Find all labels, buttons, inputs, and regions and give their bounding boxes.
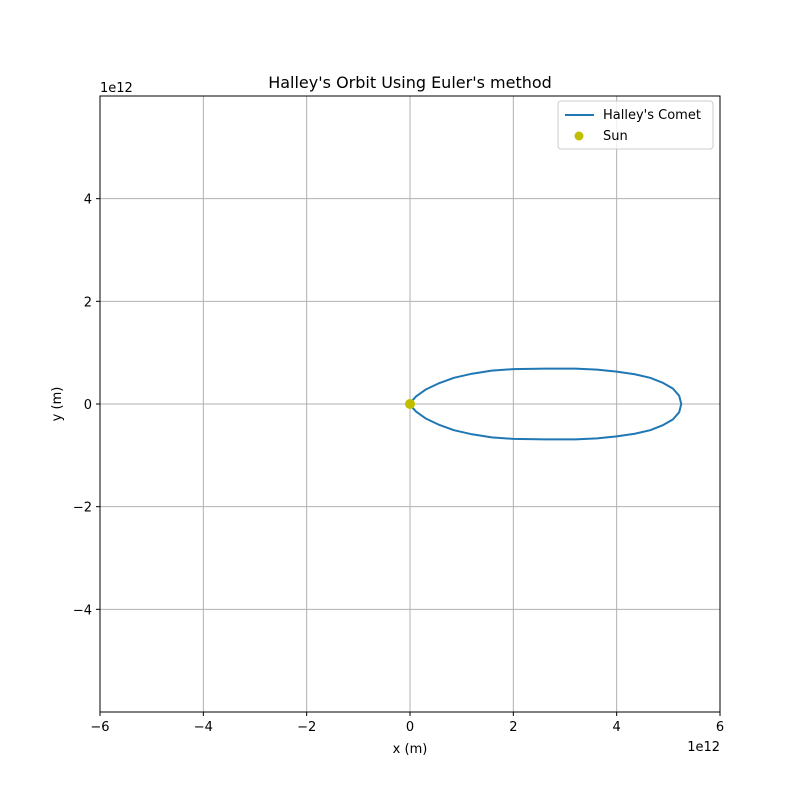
x-tick-label: −6 [90,720,109,735]
legend-label-comet: Halley's Comet [603,108,701,123]
legend: Halley's Comet Sun [557,100,714,150]
ticks: −6 −4 −2 0 2 4 6 −4 −2 0 2 4 [73,193,724,735]
x-tick-label: 2 [509,720,517,735]
x-tick-label: −4 [194,720,213,735]
x-tick-label: 0 [406,720,414,735]
chart-title: Halley's Orbit Using Euler's method [268,73,552,92]
plot-area [405,367,683,441]
x-axis-offset-label: 1e12 [687,740,720,755]
x-tick-label: 4 [613,720,621,735]
sun-marker [405,399,415,409]
x-axis-label: x (m) [393,742,428,757]
y-axis-label: y (m) [50,387,65,422]
x-tick-label: 6 [716,720,724,735]
legend-marker-swatch [574,131,584,141]
y-tick-label: −4 [73,603,92,618]
legend-box [557,100,714,150]
y-tick-label: −2 [73,501,92,516]
y-tick-label: 0 [84,398,92,413]
y-tick-label: 2 [84,295,92,310]
x-tick-label: −2 [297,720,316,735]
y-tick-label: 4 [84,193,92,208]
y-axis-offset-label: 1e12 [100,81,133,96]
legend-label-sun: Sun [603,129,628,144]
